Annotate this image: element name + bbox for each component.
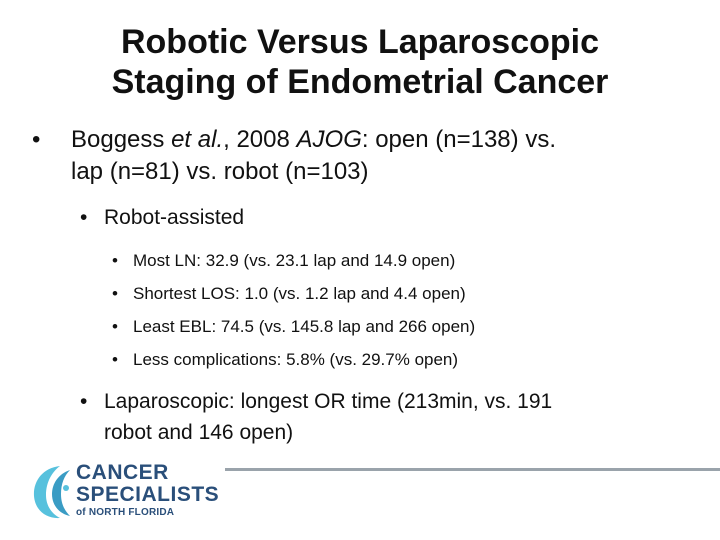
- title-line-1: Robotic Versus Laparoscopic: [120, 23, 600, 61]
- slide-title: Robotic Versus Laparoscopic Staging of E…: [20, 22, 700, 102]
- laparoscopic-line-2: robot and 146 open): [104, 421, 294, 444]
- bullet-glyph: •: [32, 126, 41, 153]
- list-item: • Less complications: 5.8% (vs. 29.7% op…: [112, 343, 672, 376]
- study-citation-line-2: lap (n=81) vs. robot (n=103): [71, 158, 369, 185]
- citation-italic-et-al: et al.: [171, 126, 224, 153]
- outcome-length-of-stay: Shortest LOS: 1.0 (vs. 1.2 lap and 4.4 o…: [133, 284, 466, 303]
- bullet-glyph: •: [112, 317, 118, 336]
- logo-word-specialists: SPECIALISTS: [76, 483, 220, 506]
- outcome-blood-loss: Least EBL: 74.5 (vs. 145.8 lap and 266 o…: [133, 317, 476, 336]
- study-citation-line-1: Boggess et al., 2008 AJOG: open (n=138) …: [71, 126, 556, 153]
- bullet-glyph: •: [112, 251, 118, 270]
- title-line-2: Staging of Endometrial Cancer: [111, 63, 609, 101]
- footer-divider: [225, 468, 720, 471]
- bullet-study-citation: • Boggess et al., 2008 AJOG: open (n=138…: [32, 124, 692, 188]
- bullet-glyph: •: [112, 284, 118, 303]
- bullet-laparoscopic: • Laparoscopic: longest OR time (213min,…: [80, 386, 680, 448]
- cancer-specialists-logo: CANCER SPECIALISTS of NORTH FLORIDA: [30, 457, 230, 525]
- list-item: • Least EBL: 74.5 (vs. 145.8 lap and 266…: [112, 310, 672, 343]
- bullet-glyph: •: [80, 206, 88, 229]
- logo-mark-icon: [33, 466, 70, 519]
- citation-italic-journal: AJOG: [296, 126, 362, 153]
- laparoscopic-line-1: Laparoscopic: longest OR time (213min, v…: [104, 390, 553, 413]
- bullet-glyph: •: [80, 390, 88, 413]
- outcome-complications: Less complications: 5.8% (vs. 29.7% open…: [133, 350, 459, 369]
- list-item: • Shortest LOS: 1.0 (vs. 1.2 lap and 4.4…: [112, 277, 672, 310]
- logo-word-region: of NORTH FLORIDA: [76, 507, 175, 518]
- logo-word-cancer: CANCER: [76, 461, 169, 484]
- list-item: • Most LN: 32.9 (vs. 23.1 lap and 14.9 o…: [112, 244, 672, 277]
- bullet-robot-assisted: • Robot-assisted: [80, 204, 680, 232]
- outcome-lymph-nodes: Most LN: 32.9 (vs. 23.1 lap and 14.9 ope…: [133, 251, 456, 270]
- robot-outcomes-list: • Most LN: 32.9 (vs. 23.1 lap and 14.9 o…: [112, 244, 672, 376]
- robot-assisted-label: Robot-assisted: [104, 206, 245, 229]
- bullet-glyph: •: [112, 350, 118, 369]
